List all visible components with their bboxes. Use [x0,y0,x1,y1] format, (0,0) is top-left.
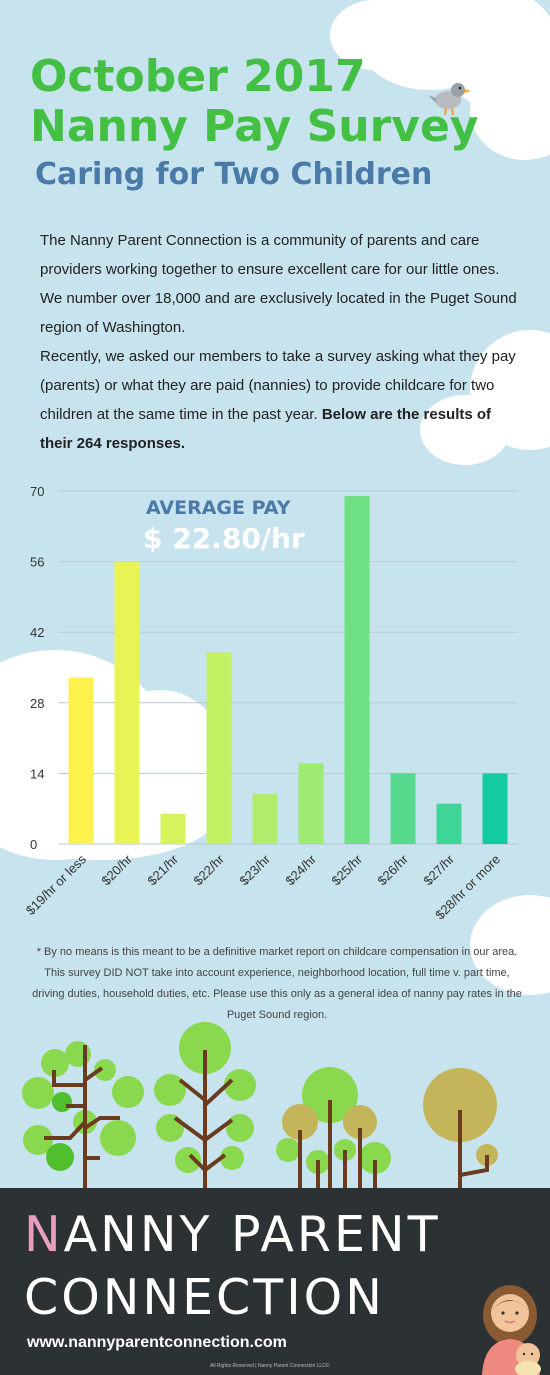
x-tick-label: $22/hr [190,851,227,888]
bar [252,793,278,844]
intro-paragraph-2-bold: Below are the results of their 264 respo… [40,406,492,452]
x-tick-label: $26/hr [374,851,411,888]
bar [344,496,370,844]
y-tick-label: 14 [30,766,44,781]
bar [298,763,324,844]
tree-1 [22,1041,144,1190]
tree-icon [22,1022,498,1190]
brand-name-line-2: CONNECTION [24,1269,385,1326]
title-line-1: October 2017 [30,51,366,102]
intro-paragraph-2-text: Recently, we asked our members to take a… [40,348,516,423]
bar [160,813,186,844]
brand-line-1-rest: ANNY PARENT [63,1206,441,1263]
bars [68,496,508,844]
copyright-text: All Rights Reserved | Nanny Parent Conne… [210,1363,330,1369]
bar [482,773,508,844]
mother-baby-icon [482,1285,541,1375]
title-line-2: Nanny Pay Survey [30,101,479,152]
average-pay-value: $ 22.80/hr [143,522,305,555]
average-pay-label: AVERAGE PAY [146,497,291,519]
y-tick-label: 0 [30,837,37,852]
y-tick-label: 42 [30,625,44,640]
x-tick-label: $21/hr [144,851,181,888]
bar [114,561,140,844]
y-tick-label: 70 [30,484,44,499]
tree-2 [154,1022,256,1190]
bar [390,773,416,844]
y-axis-ticks: 0 14 28 42 56 70 [30,484,44,852]
brand-name-line-1: NANNY PARENT [24,1205,441,1265]
bar [68,677,94,844]
website-link[interactable]: www.nannyparentconnection.com [27,1334,287,1351]
intro-text: The Nanny Parent Connection is a communi… [40,226,518,458]
x-axis-ticks: $19/hr or less $20/hr $21/hr $22/hr $23/hr $2… [23,851,503,922]
tree-4 [423,1068,498,1190]
bird-icon [428,83,471,116]
x-tick-label: $20/hr [98,851,135,888]
x-tick-label: $19/hr or less [23,851,90,918]
subtitle: Caring for Two Children [35,157,433,192]
x-tick-label: $23/hr [236,851,273,888]
footer [0,1188,550,1375]
bar [436,803,462,844]
x-tick-label: $24/hr [282,851,319,888]
brand-first-letter: N [24,1206,64,1263]
y-tick-label: 56 [30,555,44,570]
footnote: * By no means is this meant to be a defi… [32,946,522,1021]
intro-paragraph-1: The Nanny Parent Connection is a communi… [40,232,517,336]
y-tick-label: 28 [30,696,44,711]
bar [206,652,232,844]
x-tick-label: $27/hr [420,851,457,888]
tree-3 [276,1067,391,1190]
x-tick-label: $25/hr [328,851,365,888]
intro-paragraph-2: Recently, we asked our members to take a… [40,342,518,458]
